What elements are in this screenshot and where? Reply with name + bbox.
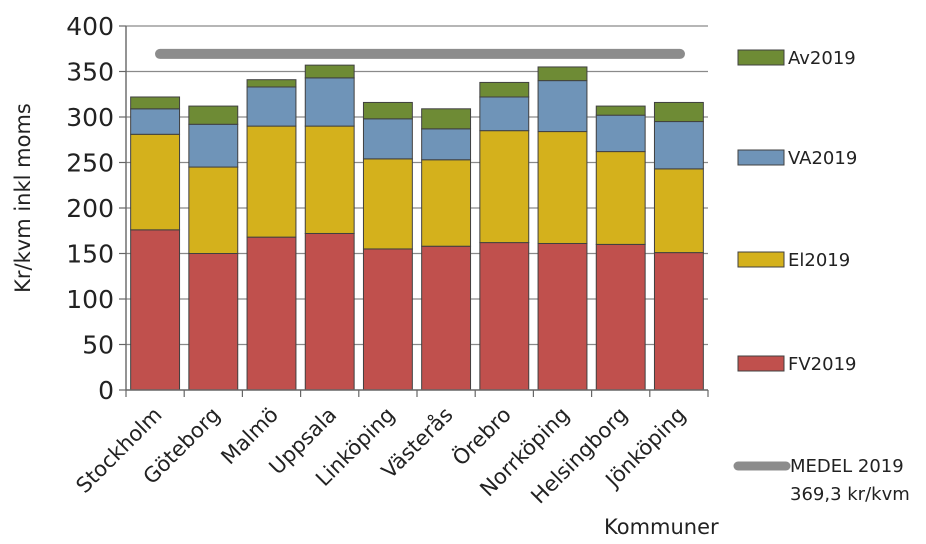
legend-label: VA2019 bbox=[788, 148, 857, 169]
bar-segment bbox=[537, 80, 588, 133]
bar-segment bbox=[479, 96, 530, 132]
y-tick-label: 400 bbox=[66, 12, 114, 41]
bars bbox=[130, 64, 704, 391]
y-tick-label: 150 bbox=[66, 240, 114, 269]
bar-segment bbox=[479, 242, 530, 391]
legend: Av2019 VA2019 El2019 FV2019 MEDEL 2019 369,3 … bbox=[733, 48, 910, 505]
y-tick-label: 250 bbox=[66, 149, 114, 178]
bar-segment bbox=[537, 242, 588, 391]
bar-segment bbox=[653, 168, 704, 254]
bar-segment bbox=[304, 77, 355, 127]
x-axis-title: Kommuner bbox=[604, 515, 719, 539]
bar-segment bbox=[130, 133, 181, 231]
bar-segment bbox=[421, 245, 472, 391]
bar-segment bbox=[246, 236, 297, 391]
legend-swatch bbox=[737, 251, 785, 268]
bar-segment bbox=[130, 229, 181, 391]
legend-swatch bbox=[737, 355, 785, 372]
bar-segment bbox=[304, 64, 355, 79]
bar-segment bbox=[362, 101, 413, 120]
bar-segment bbox=[362, 118, 413, 160]
axes bbox=[119, 25, 709, 397]
legend-note: 369,3 kr/kvm bbox=[790, 484, 910, 505]
bar-segment bbox=[304, 125, 355, 234]
bar-segment bbox=[246, 86, 297, 127]
y-tick-label: 50 bbox=[82, 331, 114, 360]
bar-segment bbox=[304, 232, 355, 391]
bar-segment bbox=[246, 79, 297, 88]
y-tick-labels: 0 50 100 150 200 250 300 350 400 bbox=[66, 12, 114, 405]
bar-segment bbox=[653, 252, 704, 391]
legend-label: El2019 bbox=[788, 250, 850, 271]
legend-label: Av2019 bbox=[788, 48, 856, 69]
y-tick-label: 350 bbox=[66, 58, 114, 87]
bar-segment bbox=[595, 243, 646, 391]
bar-segment bbox=[421, 108, 472, 130]
legend-label: FV2019 bbox=[788, 354, 856, 375]
bar-segment bbox=[653, 121, 704, 170]
bar-segment bbox=[188, 105, 239, 125]
y-tick-label: 100 bbox=[66, 285, 114, 314]
y-tick-label: 200 bbox=[66, 194, 114, 223]
bar-segment bbox=[362, 248, 413, 391]
bar-segment bbox=[421, 128, 472, 161]
bar-segment bbox=[188, 166, 239, 254]
legend-label: MEDEL 2019 bbox=[790, 456, 904, 477]
bar-segment bbox=[595, 114, 646, 153]
bar-segment bbox=[188, 253, 239, 391]
legend-swatch bbox=[737, 149, 785, 166]
bar-segment bbox=[537, 131, 588, 244]
bar-segment bbox=[653, 101, 704, 123]
bar-segment bbox=[130, 96, 181, 110]
bar-segment bbox=[130, 108, 181, 135]
y-tick-label: 0 bbox=[98, 376, 114, 405]
y-axis-title: Kr/kvm inkl moms bbox=[11, 103, 35, 293]
x-category-labels: StockholmGöteborgMalmöUppsalaLinköpingVä… bbox=[71, 402, 690, 509]
bar-segment bbox=[362, 158, 413, 250]
bar-segment bbox=[595, 151, 646, 245]
bar-segment bbox=[479, 130, 530, 244]
legend-swatch bbox=[737, 49, 785, 66]
bar-segment bbox=[246, 125, 297, 238]
bar-segment bbox=[421, 159, 472, 247]
bar-segment bbox=[595, 105, 646, 116]
bar-segment bbox=[188, 123, 239, 168]
y-tick-label: 300 bbox=[66, 103, 114, 132]
bar-segment bbox=[479, 81, 530, 98]
bar-segment bbox=[537, 66, 588, 82]
